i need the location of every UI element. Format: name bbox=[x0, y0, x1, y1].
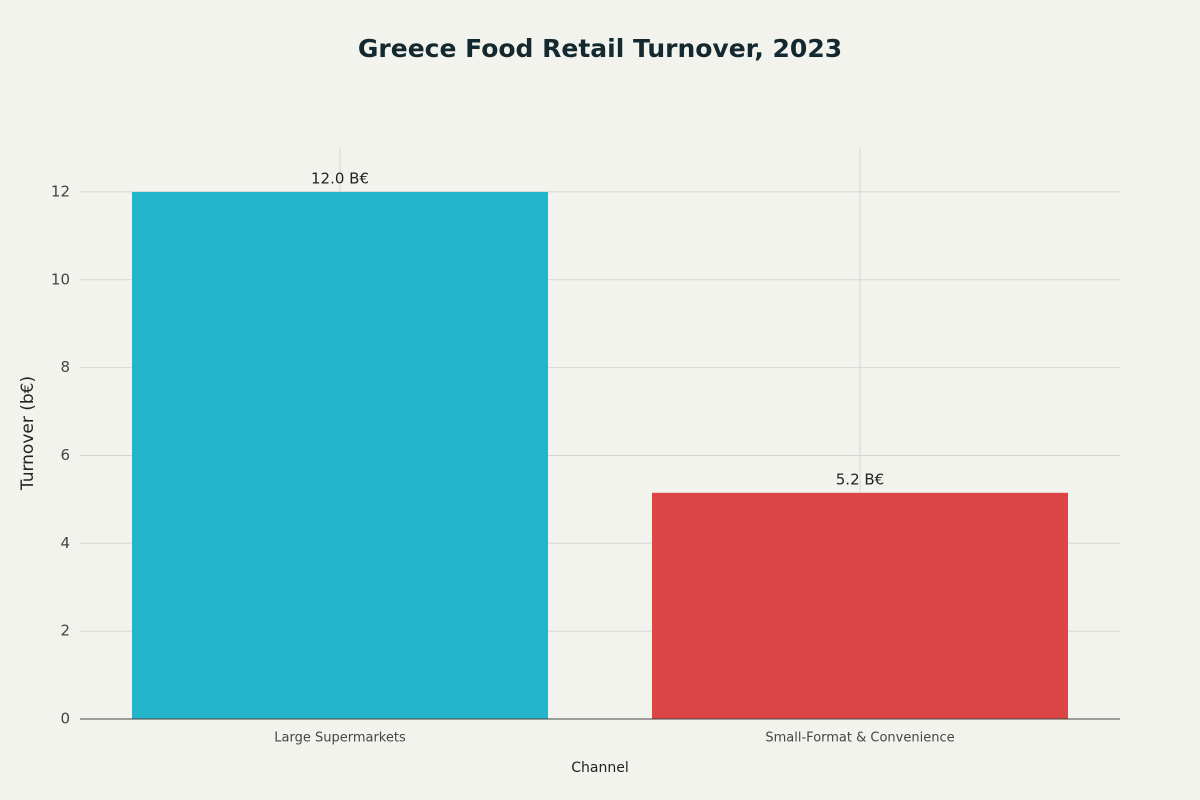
x-tick-label: Small-Format & Convenience bbox=[765, 731, 954, 746]
y-axis-label: Turnover (b€) bbox=[18, 376, 38, 491]
data-label: 12.0 B€ bbox=[311, 169, 369, 187]
y-tick-label: 6 bbox=[60, 446, 70, 464]
chart-title: Greece Food Retail Turnover, 2023 bbox=[358, 34, 842, 63]
y-tick-label: 0 bbox=[60, 710, 70, 728]
y-tick-label: 4 bbox=[60, 534, 70, 552]
bar bbox=[652, 492, 1068, 719]
y-tick-label: 8 bbox=[60, 358, 70, 376]
x-tick-label: Large Supermarkets bbox=[274, 731, 406, 746]
data-label: 5.2 B€ bbox=[836, 470, 884, 488]
bar bbox=[132, 191, 548, 719]
y-tick-label: 12 bbox=[51, 182, 70, 200]
x-axis-label: Channel bbox=[571, 760, 628, 776]
y-tick-label: 2 bbox=[60, 622, 70, 640]
y-tick-label: 10 bbox=[51, 270, 70, 288]
